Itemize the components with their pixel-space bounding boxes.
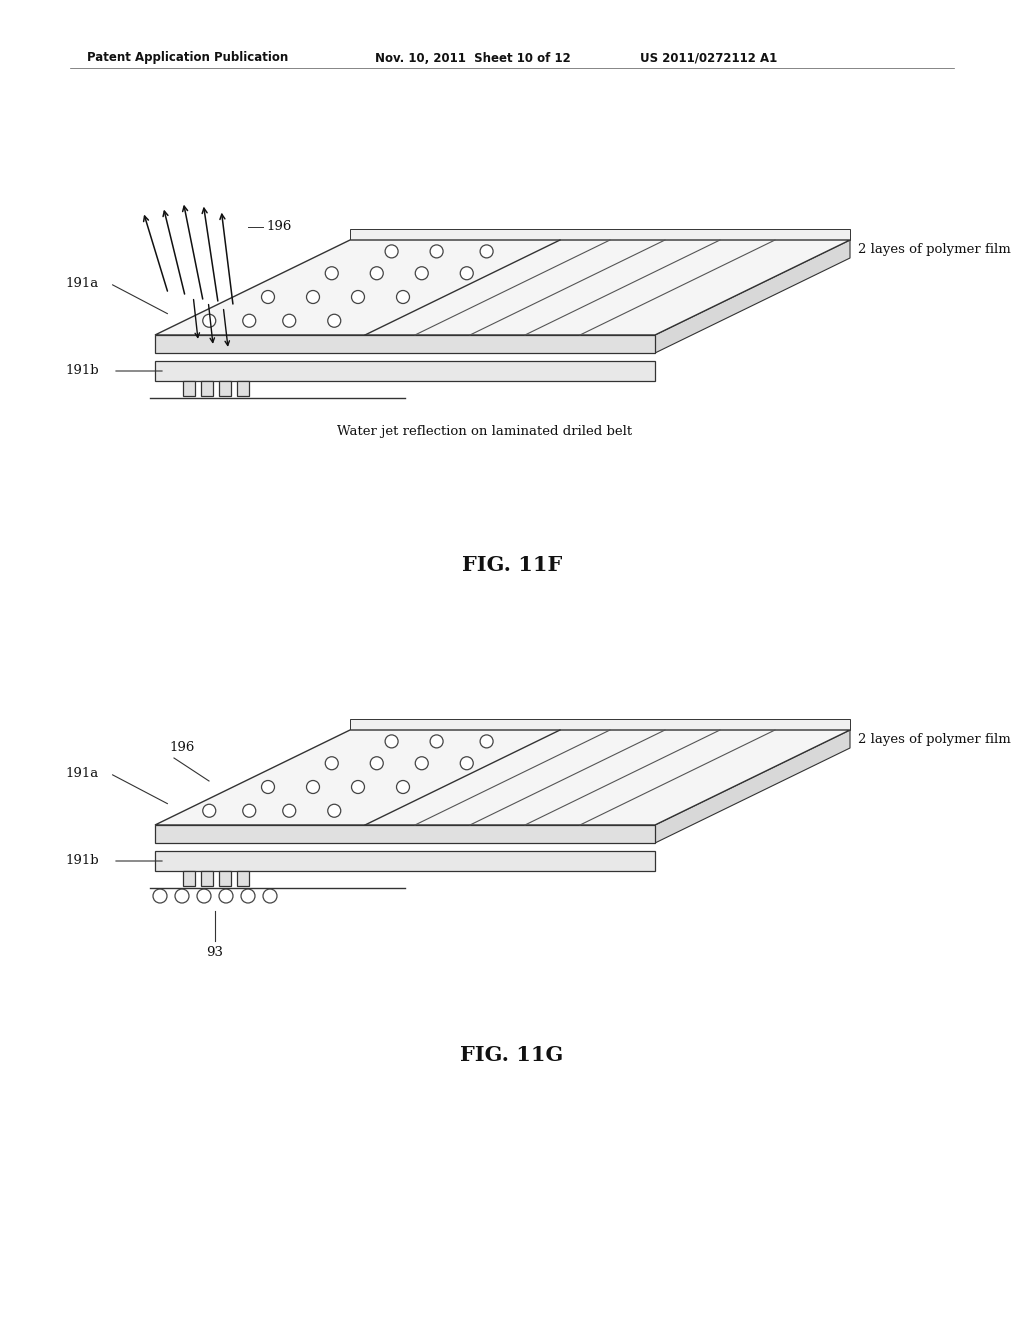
Circle shape (283, 804, 296, 817)
Text: Nov. 10, 2011  Sheet 10 of 12: Nov. 10, 2011 Sheet 10 of 12 (375, 51, 570, 65)
Circle shape (430, 246, 443, 257)
Circle shape (480, 735, 494, 748)
Circle shape (283, 314, 296, 327)
Circle shape (203, 314, 216, 327)
Polygon shape (655, 730, 850, 843)
Circle shape (460, 267, 473, 280)
Circle shape (203, 804, 216, 817)
Bar (219, 871, 231, 886)
Text: 2 layes of polymer film: 2 layes of polymer film (858, 734, 1011, 747)
Circle shape (328, 804, 341, 817)
Circle shape (351, 780, 365, 793)
Text: 191b: 191b (65, 364, 98, 378)
Text: US 2011/0272112 A1: US 2011/0272112 A1 (640, 51, 777, 65)
Polygon shape (155, 825, 655, 843)
Polygon shape (655, 240, 850, 352)
Circle shape (396, 290, 410, 304)
Circle shape (385, 735, 398, 748)
Text: 2 layes of polymer film: 2 layes of polymer film (858, 243, 1011, 256)
Circle shape (385, 246, 398, 257)
Bar (237, 381, 249, 396)
Circle shape (396, 780, 410, 793)
Text: Water jet reflection on laminated driled belt: Water jet reflection on laminated driled… (338, 425, 633, 437)
Circle shape (328, 314, 341, 327)
Bar (183, 871, 195, 886)
Text: FIG. 11G: FIG. 11G (461, 1045, 563, 1065)
Circle shape (460, 756, 473, 770)
Bar (219, 381, 231, 396)
Circle shape (351, 290, 365, 304)
Circle shape (243, 804, 256, 817)
Text: 196: 196 (266, 220, 292, 234)
Circle shape (416, 756, 428, 770)
Polygon shape (155, 360, 655, 381)
Bar (201, 381, 213, 396)
Text: 196: 196 (169, 741, 195, 754)
Circle shape (243, 314, 256, 327)
Polygon shape (350, 228, 850, 240)
Circle shape (306, 290, 319, 304)
Text: 191a: 191a (65, 277, 98, 290)
Text: 191b: 191b (65, 854, 98, 867)
Circle shape (326, 756, 338, 770)
Text: 191a: 191a (65, 767, 98, 780)
Polygon shape (155, 240, 850, 335)
Text: Patent Application Publication: Patent Application Publication (87, 51, 288, 65)
Polygon shape (155, 335, 655, 352)
Circle shape (371, 756, 383, 770)
Circle shape (306, 780, 319, 793)
Polygon shape (155, 730, 850, 825)
Circle shape (430, 735, 443, 748)
Bar (201, 871, 213, 886)
Circle shape (480, 246, 494, 257)
Circle shape (261, 780, 274, 793)
Circle shape (371, 267, 383, 280)
Circle shape (326, 267, 338, 280)
Polygon shape (350, 719, 850, 730)
Text: FIG. 11F: FIG. 11F (462, 554, 562, 576)
Polygon shape (155, 851, 655, 871)
Text: 93: 93 (207, 946, 223, 960)
Circle shape (416, 267, 428, 280)
Bar (237, 871, 249, 886)
Circle shape (261, 290, 274, 304)
Bar (183, 381, 195, 396)
